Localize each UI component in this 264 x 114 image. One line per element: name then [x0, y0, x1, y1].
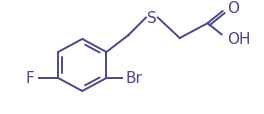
Text: S: S	[147, 11, 157, 26]
Text: OH: OH	[228, 32, 251, 47]
Text: Br: Br	[125, 71, 142, 86]
Text: F: F	[26, 71, 34, 86]
Text: O: O	[228, 1, 239, 16]
